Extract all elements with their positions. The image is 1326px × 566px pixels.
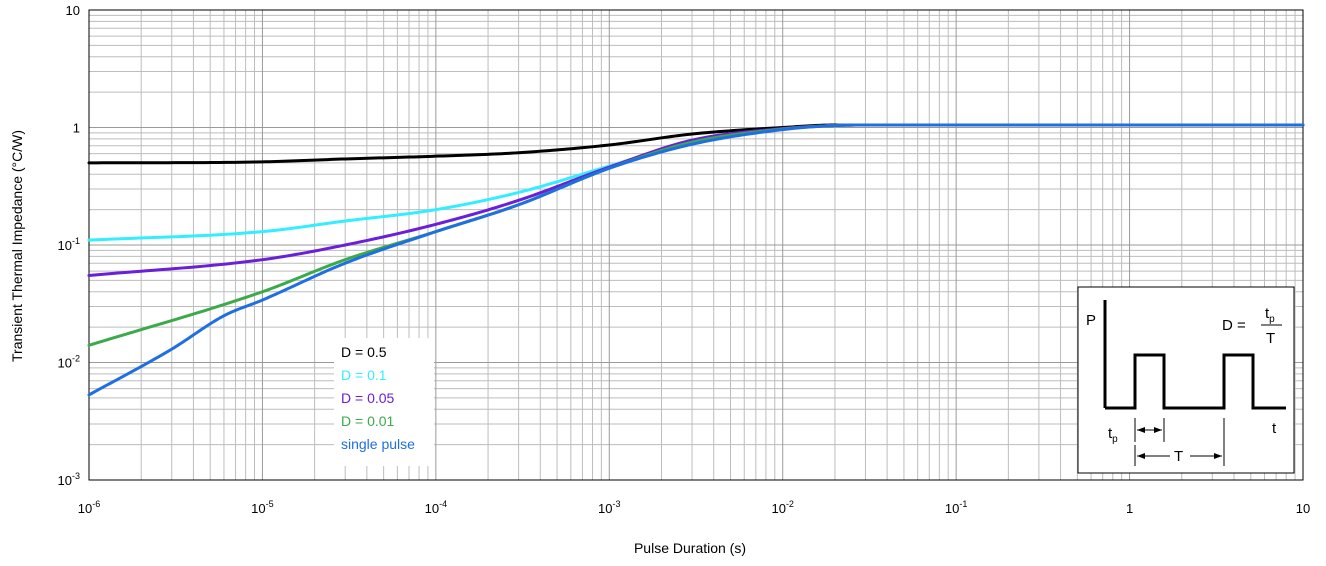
y-axis-title: Transient Thermal Impedance (°C/W): [9, 130, 25, 362]
legend: D = 0.5 D = 0.1 D = 0.05 D = 0.01 single pul…: [334, 338, 434, 466]
x-tick-label: 1: [1126, 501, 1133, 516]
legend-item: single pulse: [341, 436, 415, 452]
inset-formula-prefix: D =: [1222, 317, 1246, 334]
inset-T-arrowhead-left: [1137, 453, 1145, 459]
legend-item: D = 0.1: [341, 367, 387, 383]
legend-item: D = 0.05: [341, 390, 395, 406]
x-tick-labels: 10-6 10-5 10-4 10-3 10-2 10-1 1 10: [78, 499, 1310, 516]
inset-formula-denominator: T: [1266, 330, 1275, 347]
y-tick-label: 10: [66, 3, 80, 18]
inset-p-label: P: [1086, 312, 1096, 329]
series-layer: [87, 123, 1305, 397]
y-tick-label: 1: [73, 121, 80, 136]
inset-formula-numerator: tp: [1265, 305, 1275, 325]
x-tick-label: 10-5: [251, 499, 273, 516]
duty-cycle-inset: P t D = tp T tp T: [1077, 286, 1295, 474]
legend-item: D = 0.01: [341, 413, 395, 429]
series-line: [87, 123, 1305, 278]
inset-tp-label: tp: [1108, 425, 1118, 445]
inset-pulse-train: [1105, 353, 1286, 410]
y-tick-labels: 10-3 10-2 10-1 1 10: [58, 3, 80, 488]
inset-tp-arrowhead-left: [1137, 427, 1145, 433]
inset-frame: [1077, 286, 1295, 474]
y-tick-label: 10-3: [58, 471, 80, 488]
inset-tp-arrowhead-right: [1154, 427, 1162, 433]
y-tick-label: 10-2: [58, 354, 80, 371]
x-tick-label: 10-2: [771, 499, 793, 516]
y-tick-label: 10-1: [58, 236, 80, 253]
x-tick-label: 10-6: [78, 499, 100, 516]
x-tick-label: 10: [1296, 501, 1310, 516]
legend-background: [334, 338, 434, 466]
inset-t-label: t: [1272, 420, 1277, 437]
x-axis-title: Pulse Duration (s): [634, 540, 746, 556]
inset-T-label: T: [1174, 448, 1183, 465]
series-line: [87, 123, 1305, 397]
legend-item: D = 0.5: [341, 344, 387, 360]
x-tick-label: 10-1: [945, 499, 967, 516]
x-tick-label: 10-3: [598, 499, 620, 516]
inset-T-arrowhead-right: [1214, 453, 1222, 459]
plot-frame: [88, 9, 1304, 481]
x-tick-label: 10-4: [425, 499, 447, 516]
